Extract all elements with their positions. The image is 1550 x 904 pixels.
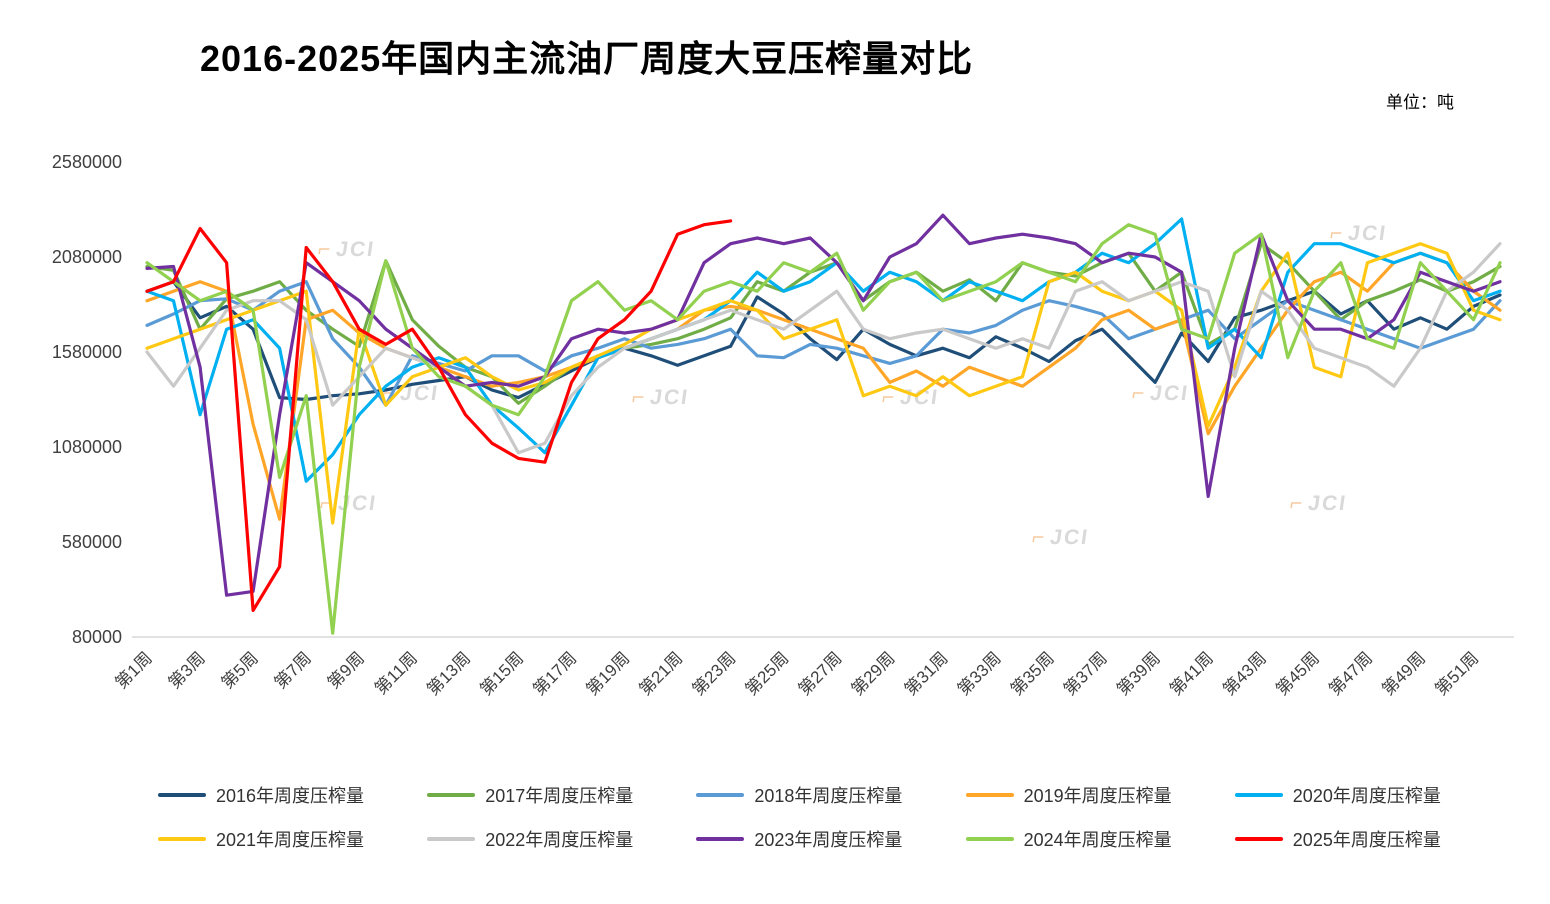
y-axis-label: 580000	[62, 532, 122, 552]
legend-label-2020: 2020年周度压榨量	[1292, 786, 1441, 806]
y-axis-label: 80000	[72, 627, 122, 647]
legend-label-2018: 2018年周度压榨量	[754, 786, 903, 806]
legend-item-2025: 2025年周度压榨量	[1234, 826, 1504, 852]
series-line-2019	[145, 251, 1502, 521]
legend-item-2018: 2018年周度压榨量	[696, 782, 965, 808]
x-axis-label: 第37周	[1060, 648, 1111, 699]
x-axis-label: 第49周	[1378, 648, 1429, 699]
legend-swatch-2019	[965, 793, 1014, 797]
series-line-2020	[145, 217, 1502, 483]
legend-item-2019: 2019年周度压榨量	[965, 782, 1235, 808]
legend-item-2017: 2017年周度压榨量	[427, 782, 696, 808]
legend-label-2024: 2024年周度压榨量	[1023, 830, 1172, 850]
x-axis-label: 第45周	[1272, 648, 1323, 699]
x-axis-label: 第15周	[476, 648, 527, 699]
legend-item-2022: 2022年周度压榨量	[427, 826, 696, 852]
y-axis-label: 2580000	[52, 152, 122, 172]
x-axis-label: 第47周	[1325, 648, 1376, 699]
x-axis-label: 第5周	[218, 648, 262, 692]
legend-swatch-2018	[696, 793, 745, 797]
legend-swatch-2023	[696, 837, 745, 841]
legend-label-2021: 2021年周度压榨量	[216, 830, 365, 850]
x-axis-label: 第1周	[112, 648, 156, 692]
legend-swatch-2016	[158, 793, 206, 797]
legend-swatch-2021	[158, 837, 206, 841]
x-axis-label: 第23周	[689, 648, 740, 699]
legend-swatch-2024	[965, 837, 1014, 841]
x-axis-label: 第17周	[529, 648, 580, 699]
x-axis-label: 第33周	[954, 648, 1005, 699]
legend-label-2016: 2016年周度压榨量	[216, 786, 365, 806]
chart-title: 2016-2025年国内主流油厂周度大豆压榨量对比	[200, 38, 974, 79]
legend-swatch-2020	[1234, 793, 1283, 797]
legend-swatch-2022	[427, 837, 476, 841]
x-axis-label: 第31周	[901, 648, 952, 699]
legend-item-2023: 2023年周度压榨量	[696, 826, 965, 852]
legend-item-2024: 2024年周度压榨量	[965, 826, 1235, 852]
x-axis-label: 第41周	[1166, 648, 1217, 699]
series-line-2024	[145, 223, 1502, 635]
series-line-2016	[145, 280, 1502, 402]
y-axis-label: 1080000	[52, 437, 122, 457]
legend-swatch-2025	[1234, 837, 1283, 841]
series-line-2017	[145, 242, 1502, 405]
x-axis-label: 第21周	[636, 648, 687, 699]
legend-item-2016: 2016年周度压榨量	[158, 782, 427, 808]
x-axis-label: 第39周	[1113, 648, 1164, 699]
x-axis-label: 第27周	[795, 648, 846, 699]
legend-label-2019: 2019年周度压榨量	[1023, 786, 1172, 806]
x-axis-label: 第29周	[848, 648, 899, 699]
legend-label-2023: 2023年周度压榨量	[754, 830, 903, 850]
legend-label-2025: 2025年周度压榨量	[1292, 830, 1441, 850]
legend-swatch-2017	[427, 793, 476, 797]
x-axis-label: 第7周	[271, 648, 315, 692]
legend-item-2020: 2020年周度压榨量	[1234, 782, 1504, 808]
x-axis-label: 第11周	[371, 648, 421, 698]
x-axis-label: 第43周	[1219, 648, 1270, 699]
series-line-2025	[145, 219, 733, 613]
y-axis-label: 1580000	[52, 342, 122, 362]
legend-label-2017: 2017年周度压榨量	[485, 786, 634, 806]
x-axis-label: 第13周	[423, 648, 474, 699]
x-axis-label: 第51周	[1431, 648, 1482, 699]
series-line-2021	[145, 242, 1502, 525]
chart-legend: 2016年周度压榨量 2017年周度压榨量 2018年周度压榨量 2019年周度压榨量…	[158, 782, 1504, 852]
legend-label-2022: 2022年周度压榨量	[485, 830, 634, 850]
x-axis-label: 第25周	[742, 648, 793, 699]
unit-label: 单位：吨	[1386, 93, 1454, 112]
x-axis-label: 第35周	[1007, 648, 1058, 699]
legend-item-2021: 2021年周度压榨量	[158, 826, 427, 852]
x-axis-label: 第3周	[165, 648, 209, 692]
y-axis-label: 2080000	[52, 247, 122, 267]
x-axis-label: 第19周	[583, 648, 634, 699]
x-axis-label: 第9周	[324, 648, 368, 692]
